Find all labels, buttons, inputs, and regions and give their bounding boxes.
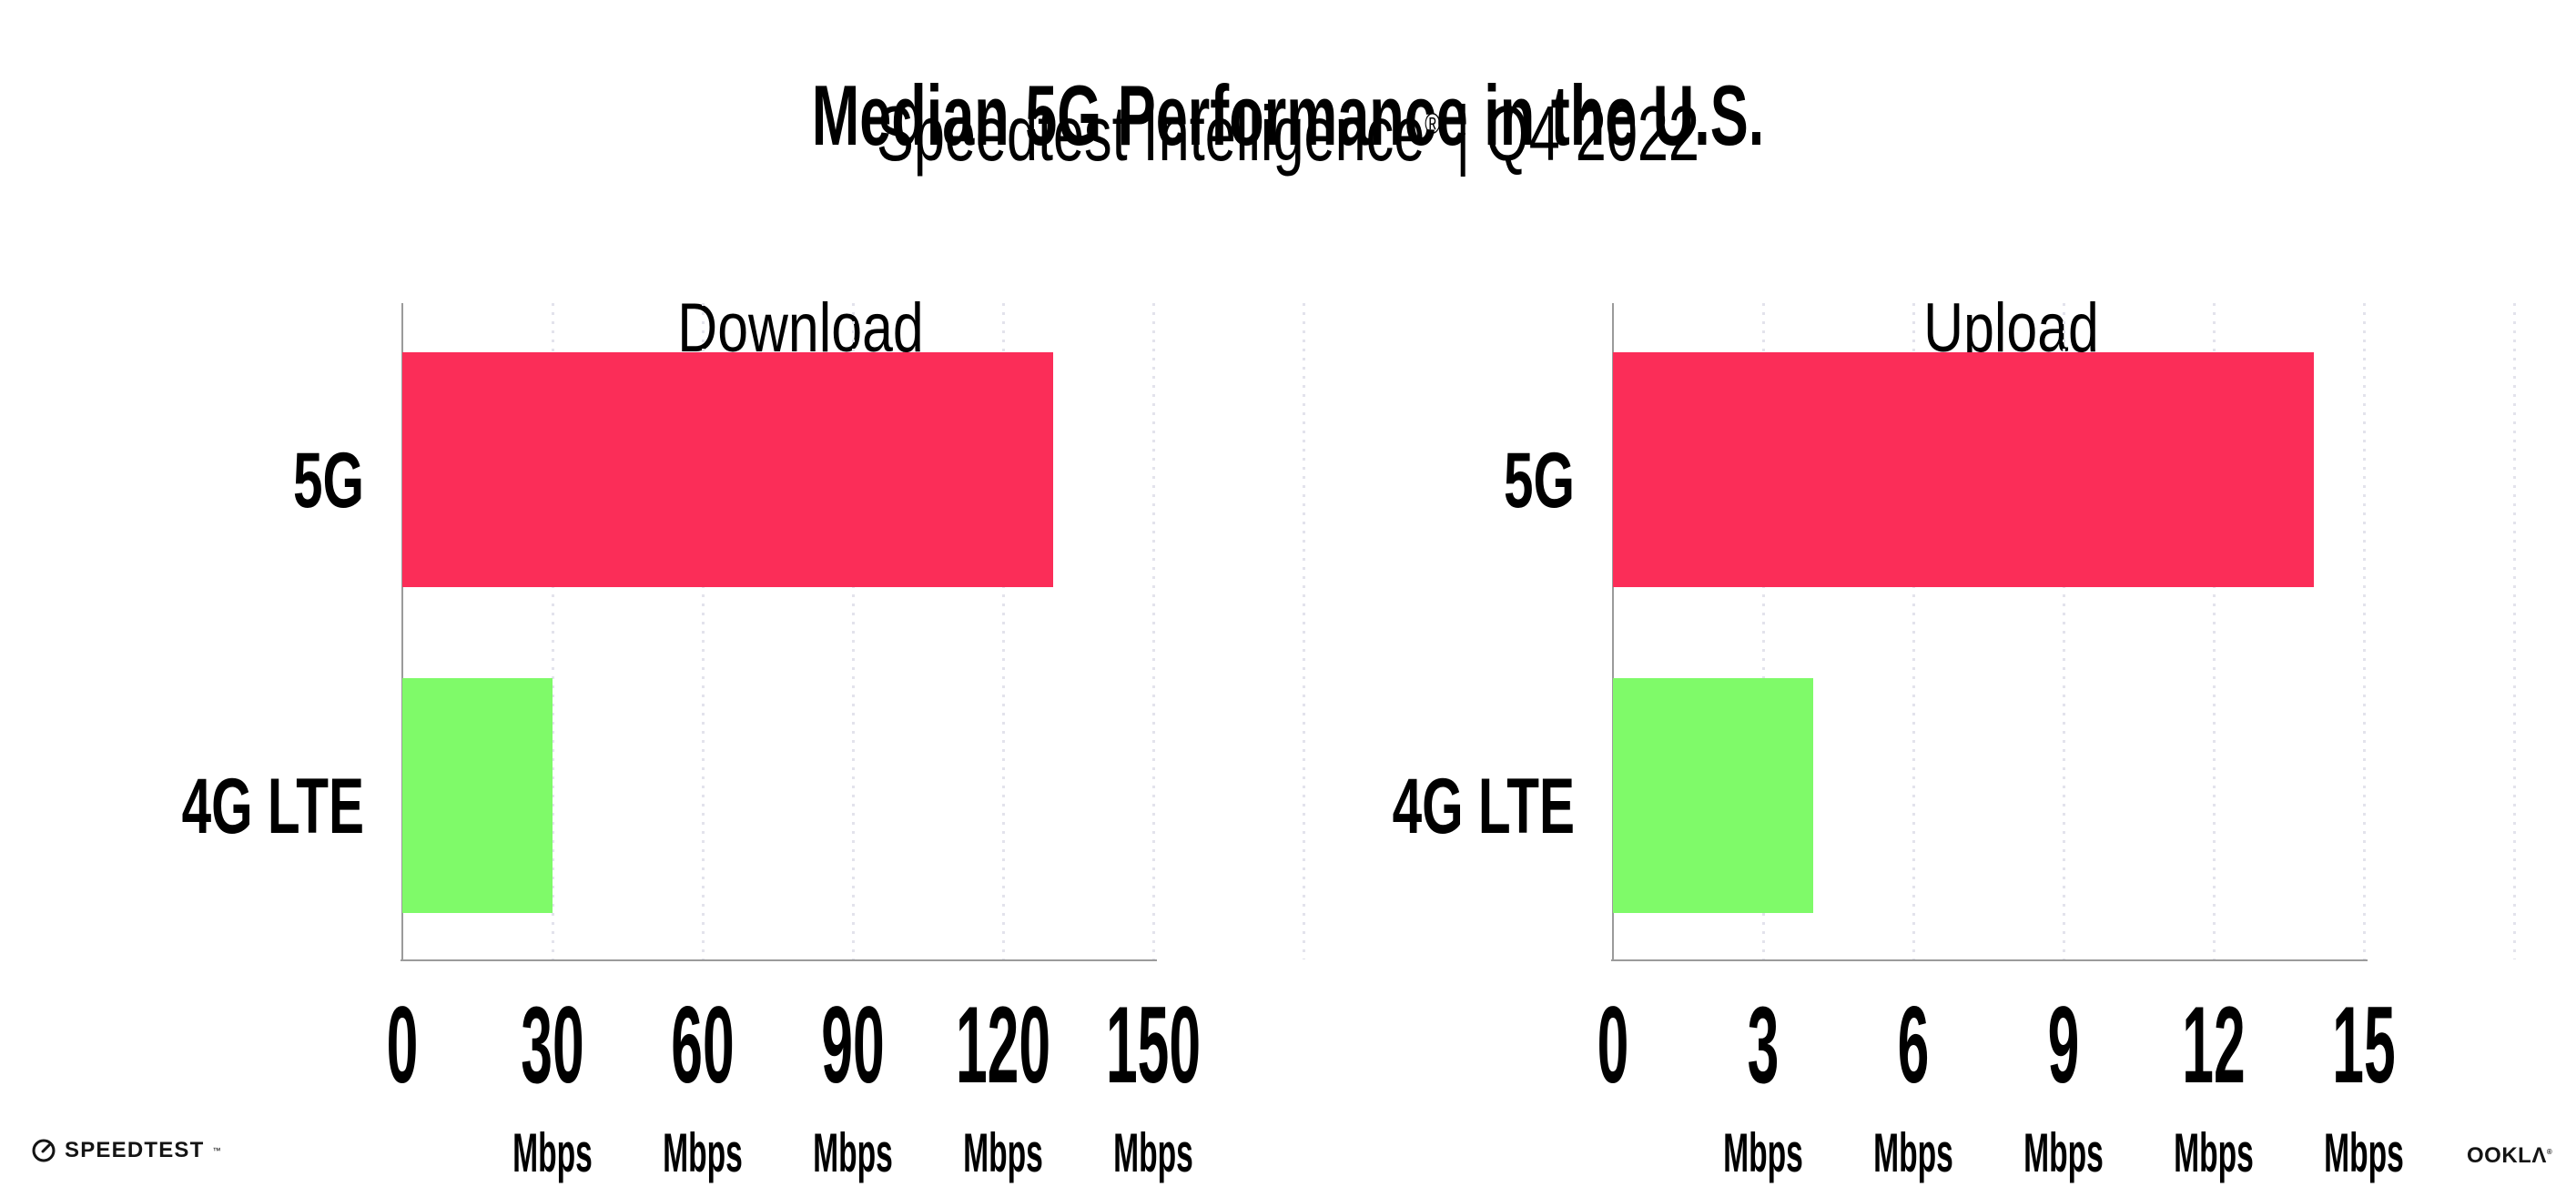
- registered-symbol: ®: [2546, 1148, 2553, 1156]
- tick-label-90: 90: [821, 984, 885, 1106]
- speedtest-logo: SPEEDTEST ™: [31, 1138, 221, 1163]
- tick-label-120: 120: [955, 984, 1051, 1106]
- gridline-18: [2513, 303, 2516, 959]
- category-label-5g: 5G: [292, 437, 364, 524]
- tick-unit-60: Mbps: [663, 1122, 743, 1183]
- gridline-12: [2213, 303, 2216, 959]
- gridline-120: [1002, 303, 1005, 959]
- upload-chart: Upload 5G 4G LTE 0 3 Mbps 6 Mbps 9 Mbps 12 Mbps 15…: [1294, 218, 2569, 1192]
- gridline-30: [552, 303, 554, 959]
- tick-unit-150: Mbps: [1113, 1122, 1193, 1183]
- tick-label-9: 9: [2047, 984, 2080, 1106]
- subtitle-period: | Q4 2022: [1440, 91, 1699, 178]
- page-title: Median 5G Performance in the U.S.: [811, 66, 1765, 163]
- tick-unit-15: Mbps: [2324, 1122, 2404, 1183]
- download-x-axis-line: [401, 959, 1157, 961]
- category-label-4g-lte: 4G LTE: [181, 763, 364, 850]
- gridline-9: [2063, 303, 2065, 959]
- tick-label-150: 150: [1105, 984, 1202, 1106]
- tick-unit-12: Mbps: [2174, 1122, 2254, 1183]
- tick-label-0: 0: [386, 984, 419, 1106]
- tick-label-6: 6: [1897, 984, 1930, 1106]
- 4g-lte-bar: [1613, 678, 1813, 913]
- tick-label-3: 3: [1747, 984, 1780, 1106]
- download-plot-area: [84, 218, 1358, 1192]
- 4g-lte-bar: [402, 678, 553, 913]
- tick-label-15: 15: [2332, 984, 2396, 1106]
- ookla-logo: OOKLΛ®: [2467, 1143, 2552, 1169]
- category-label-5g: 5G: [1503, 437, 1575, 524]
- speedtest-gauge-icon: [32, 1139, 56, 1162]
- gridline-90: [852, 303, 855, 959]
- gridline-15: [2363, 303, 2366, 959]
- tick-label-60: 60: [671, 984, 735, 1106]
- page-subtitle: Speedtest Intelligence® | Q4 2022: [360, 93, 2216, 177]
- gridline-3: [1762, 303, 1765, 959]
- gridline-6: [1912, 303, 1915, 959]
- registered-mark: ®: [1425, 107, 1441, 140]
- tick-unit-6: Mbps: [1873, 1122, 1953, 1183]
- ookla-wordmark: OOKLΛ: [2467, 1143, 2547, 1168]
- upload-plot-area: [1294, 218, 2569, 1192]
- tick-label-0: 0: [1597, 984, 1629, 1106]
- tick-unit-90: Mbps: [813, 1122, 893, 1183]
- 5g-bar: [402, 352, 1053, 587]
- 5g-bar: [1613, 352, 2314, 587]
- upload-x-axis-line: [1611, 959, 2368, 961]
- tick-label-12: 12: [2182, 984, 2246, 1106]
- gridline-180: [1303, 303, 1305, 959]
- upload-y-axis-line: [1612, 303, 1614, 961]
- tick-unit-9: Mbps: [2023, 1122, 2104, 1183]
- subtitle-brand: Speedtest Intelligence: [877, 91, 1425, 178]
- tick-unit-30: Mbps: [512, 1122, 593, 1183]
- gridline-150: [1152, 303, 1155, 959]
- download-chart: Download 5G 4G LTE 0 30 Mbps 60 Mbps 90 Mbps 120…: [84, 218, 1358, 1192]
- tick-unit-3: Mbps: [1723, 1122, 1803, 1183]
- speedtest-wordmark: SPEEDTEST: [65, 1138, 205, 1162]
- download-y-axis-line: [401, 303, 403, 961]
- category-label-4g-lte: 4G LTE: [1392, 763, 1575, 850]
- gridline-60: [702, 303, 705, 959]
- tick-label-30: 30: [521, 984, 584, 1106]
- tick-unit-120: Mbps: [963, 1122, 1043, 1183]
